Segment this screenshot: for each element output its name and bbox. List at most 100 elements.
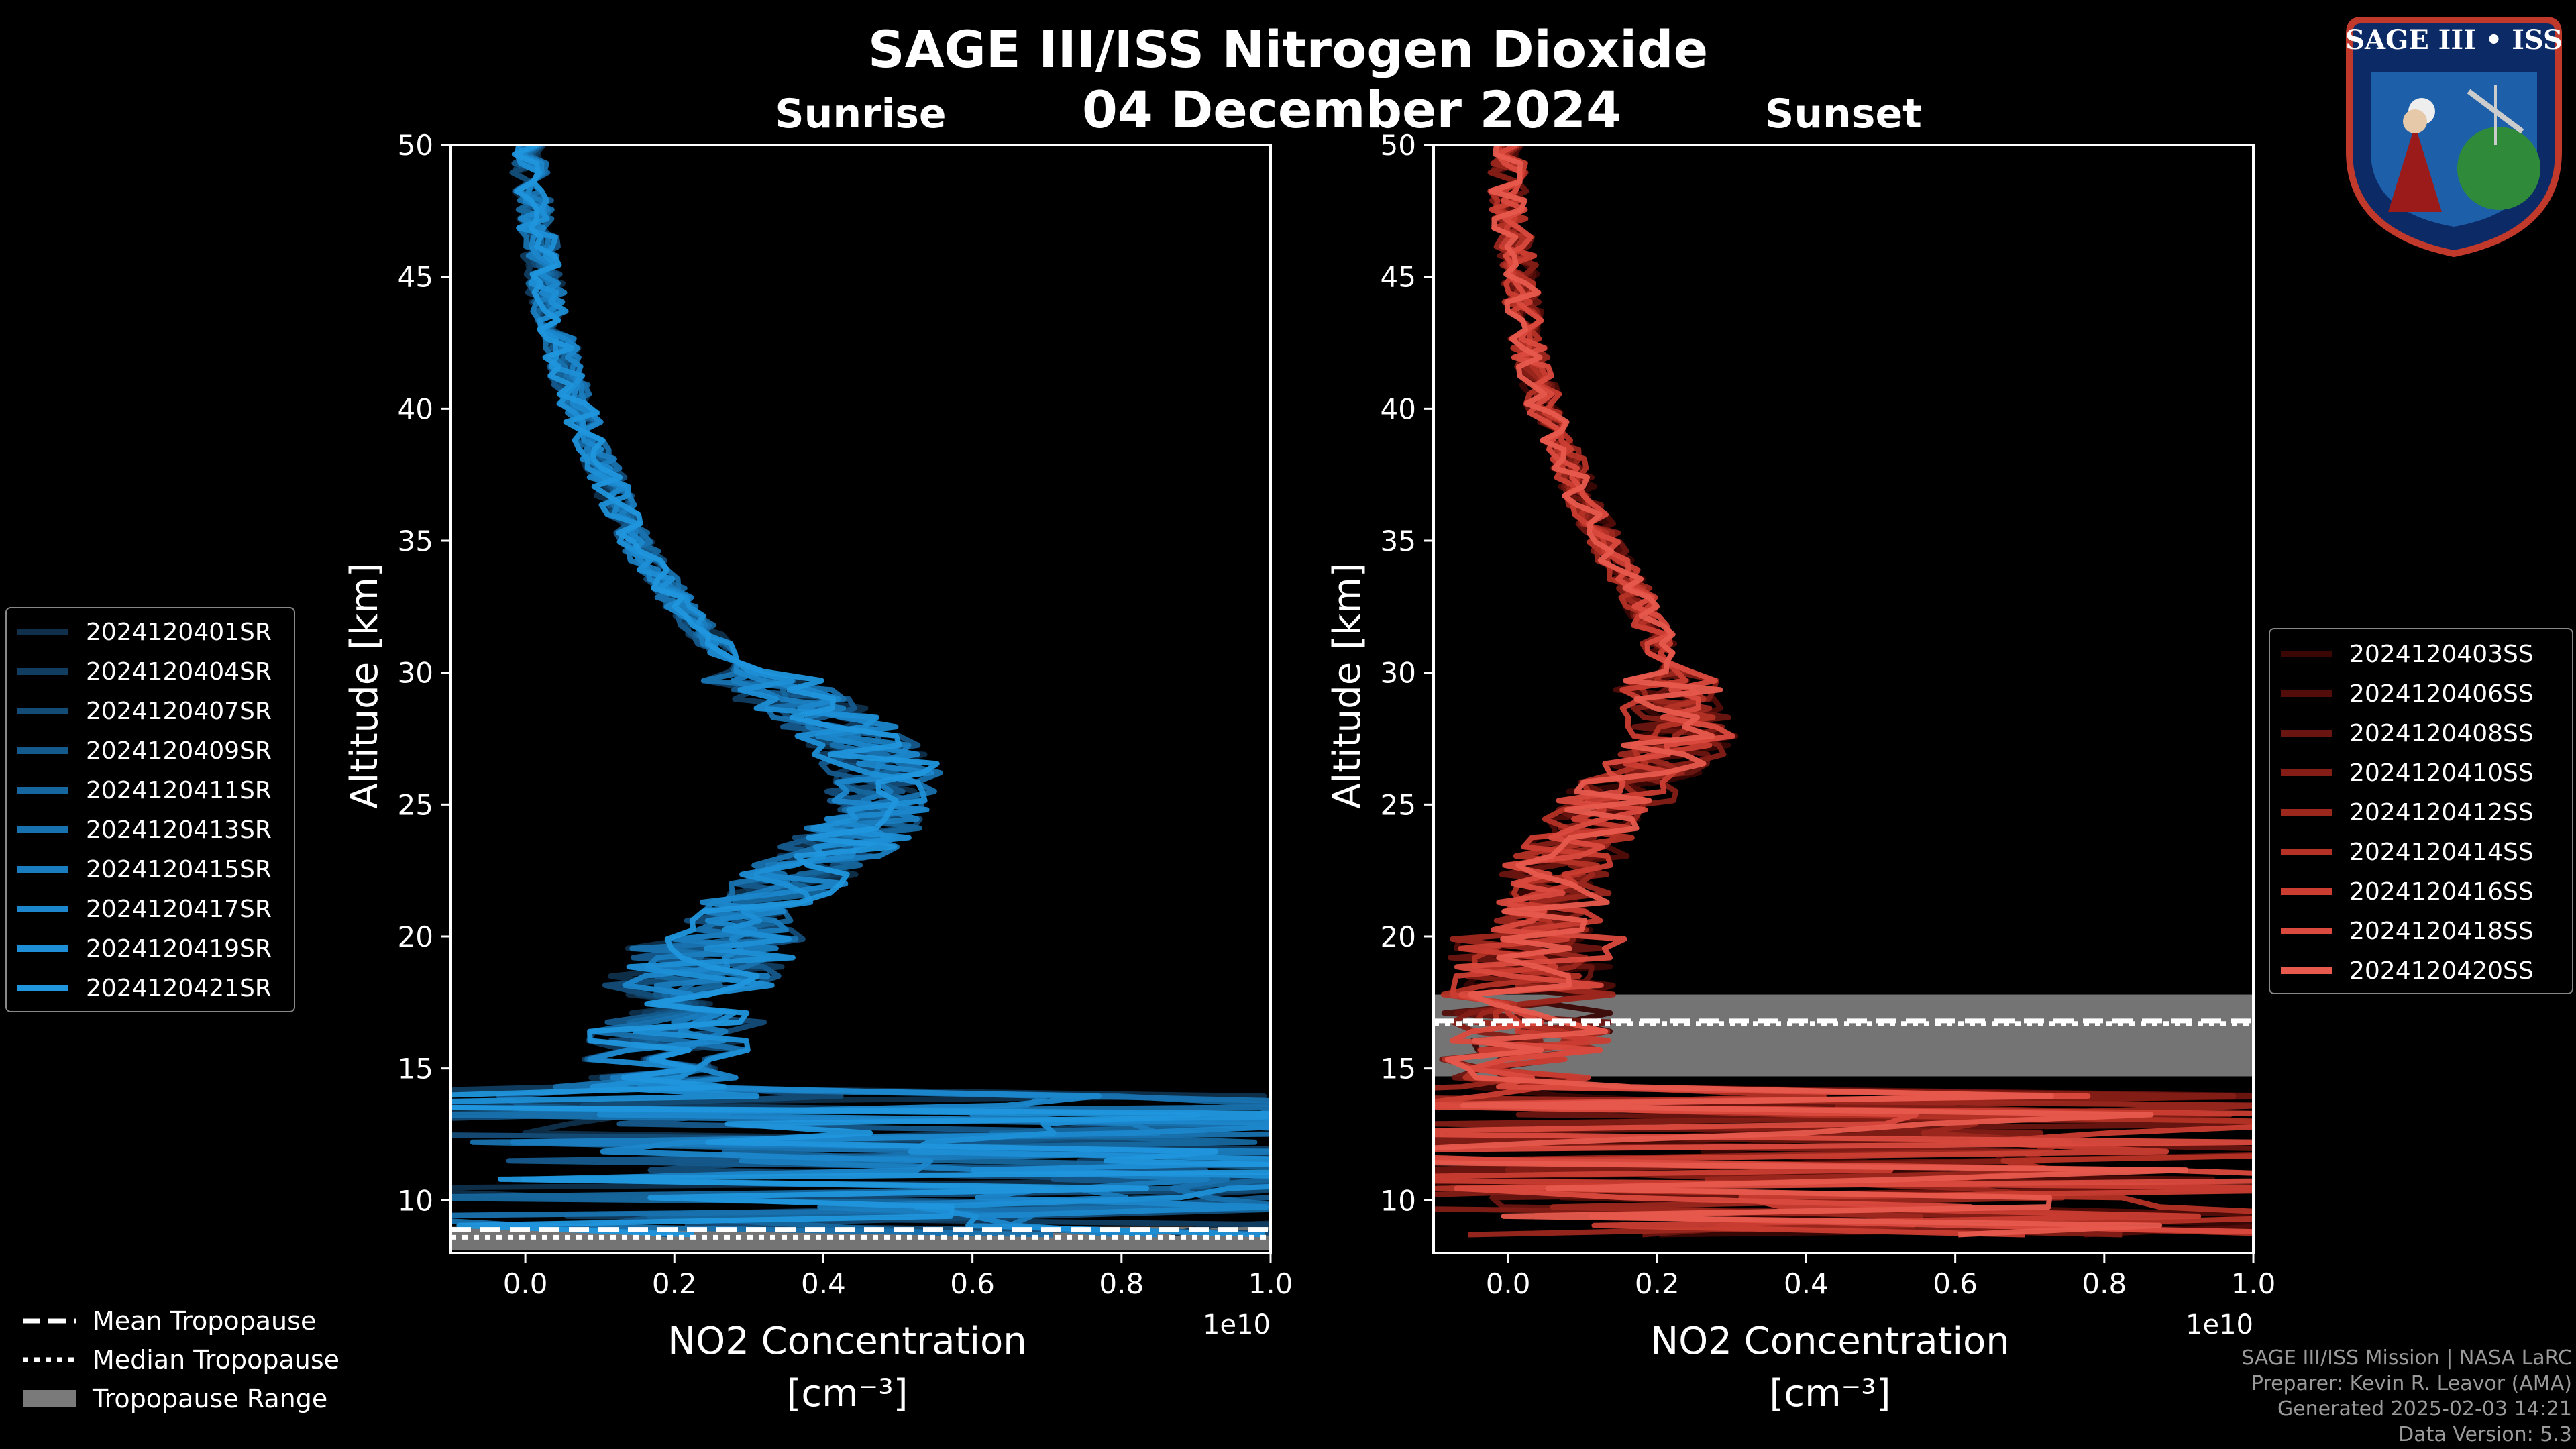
legend-swatch (17, 945, 68, 952)
credits-block: SAGE III/ISS Mission | NASA LaRC Prepare… (2241, 1346, 2572, 1448)
series-line-2024120415SR (510, 145, 1271, 1238)
y-axis-label: Altitude [km] (1326, 562, 1369, 808)
tropopause-legend-label: Mean Tropopause (93, 1306, 317, 1336)
y-tick-label: 25 (1381, 788, 1416, 821)
legend-label: 2024120401SR (86, 618, 272, 646)
tropopause-legend-label: Median Tropopause (93, 1345, 339, 1375)
x-tick-label: 1.0 (2231, 1267, 2276, 1300)
dotted-line-swatch (23, 1357, 76, 1362)
series-line-2024120409SR (496, 145, 1271, 1238)
legend-item: 2024120408SS (2270, 714, 2534, 753)
legend-label: 2024120407SR (86, 697, 272, 725)
figure-date: 04 December 2024 (1082, 80, 1621, 140)
legend-swatch (17, 866, 68, 873)
legend-label: 2024120406SS (2349, 680, 2534, 708)
y-tick-label: 35 (1381, 525, 1416, 557)
legend-swatch (17, 629, 68, 635)
legend-swatch (2281, 849, 2332, 855)
series-line-2024120413SR (451, 145, 1271, 1238)
legend-label: 2024120417SR (86, 895, 272, 923)
legend-item: 2024120417SR (7, 890, 272, 928)
legend-item: 2024120414SS (2270, 833, 2534, 871)
legend-item: 2024120410SS (2270, 753, 2534, 792)
x-tick-label: 0.4 (801, 1267, 846, 1300)
logo-title: SAGE III • ISS (2345, 24, 2563, 56)
legend-swatch (2281, 769, 2332, 776)
y-tick-label: 15 (1381, 1053, 1416, 1085)
legend-swatch (17, 787, 68, 794)
tropopause-legend-median: Median Tropopause (20, 1340, 423, 1379)
legend-swatch (2281, 690, 2332, 697)
sunrise-legend: 2024120401SR 2024120404SR 2024120407SR 2024… (5, 607, 295, 1012)
legend-label: 2024120409SR (86, 737, 272, 765)
plot-area (1434, 145, 2253, 1238)
y-tick-label: 35 (398, 525, 433, 557)
legend-label: 2024120403SS (2349, 640, 2534, 668)
y-tick-label: 30 (1381, 657, 1416, 690)
y-tick-label: 40 (398, 392, 433, 425)
legend-swatch (2281, 928, 2332, 934)
legend-label: 2024120420SS (2349, 957, 2534, 985)
sage-mission-logo: SAGE III • ISS (2341, 11, 2567, 260)
legend-item: 2024120409SR (7, 731, 272, 770)
plot-area (451, 145, 1271, 1251)
figure-title: SAGE III/ISS Nitrogen Dioxide (868, 19, 1708, 79)
legend-swatch (2281, 967, 2332, 974)
y-tick-label: 50 (398, 129, 433, 162)
legend-label: 2024120414SS (2349, 838, 2534, 866)
credit-line: SAGE III/ISS Mission | NASA LaRC (2241, 1346, 2572, 1370)
x-axis-label: NO2 Concentration (667, 1320, 1027, 1363)
credit-line: Preparer: Kevin R. Leavor (AMA) (2251, 1372, 2572, 1395)
y-tick-label: 40 (1381, 392, 1416, 425)
legend-swatch (17, 668, 68, 675)
x-tick-label: 1.0 (1248, 1267, 1293, 1300)
legend-item: 2024120419SR (7, 929, 272, 968)
legend-item: 2024120415SR (7, 850, 272, 889)
tropopause-legend-label: Tropopause Range (93, 1384, 328, 1413)
x-tick-label: 0.6 (950, 1267, 995, 1300)
legend-label: 2024120408SS (2349, 719, 2534, 747)
legend-label: 2024120415SR (86, 855, 272, 883)
legend-item: 2024120411SR (7, 771, 272, 810)
y-tick-label: 25 (398, 788, 433, 821)
x-axis-units: [cm⁻³] (786, 1372, 908, 1415)
series-line-2024120418SS (1434, 145, 2253, 1235)
dashed-line-swatch (23, 1318, 76, 1324)
y-tick-label: 50 (1381, 129, 1416, 162)
tropopause-legend-mean: Mean Tropopause (20, 1301, 423, 1340)
legend-swatch (2281, 730, 2332, 737)
legend-swatch (17, 906, 68, 912)
panel-title: Sunrise (775, 91, 946, 138)
x-tick-label: 0.2 (652, 1267, 697, 1300)
legend-item: 2024120418SS (2270, 912, 2534, 951)
series-line-2024120404SR (451, 145, 1271, 1228)
y-tick-label: 15 (398, 1053, 433, 1085)
y-tick-label: 45 (1381, 261, 1416, 294)
legend-label: 2024120410SS (2349, 759, 2534, 787)
x-tick-label: 0.0 (503, 1267, 548, 1300)
legend-label: 2024120421SR (86, 974, 272, 1002)
legend-item: 2024120401SR (7, 612, 272, 651)
tropopause-legend-range: Tropopause Range (20, 1379, 423, 1418)
legend-label: 2024120413SR (86, 816, 272, 844)
credit-line: Generated 2025-02-03 14:21 (2277, 1397, 2572, 1421)
legend-swatch (17, 708, 68, 714)
x-tick-label: 0.2 (1635, 1267, 1680, 1300)
legend-item: 2024120420SS (2270, 951, 2534, 990)
legend-label: 2024120404SR (86, 657, 272, 686)
legend-item: 2024120404SR (7, 652, 272, 691)
legend-label: 2024120418SS (2349, 917, 2534, 945)
legend-label: 2024120416SS (2349, 877, 2534, 906)
legend-swatch (17, 747, 68, 754)
y-tick-label: 20 (1381, 920, 1416, 953)
range-fill-swatch (23, 1390, 76, 1407)
plot-frame (1432, 144, 2255, 1254)
legend-item: 2024120406SS (2270, 674, 2534, 713)
y-tick-label: 10 (398, 1184, 433, 1217)
x-tick-label: 0.8 (1099, 1267, 1144, 1300)
legend-item: 2024120403SS (2270, 635, 2534, 674)
legend-item: 2024120416SS (2270, 872, 2534, 911)
legend-item: 2024120413SR (7, 810, 272, 849)
y-tick-label: 30 (398, 657, 433, 690)
